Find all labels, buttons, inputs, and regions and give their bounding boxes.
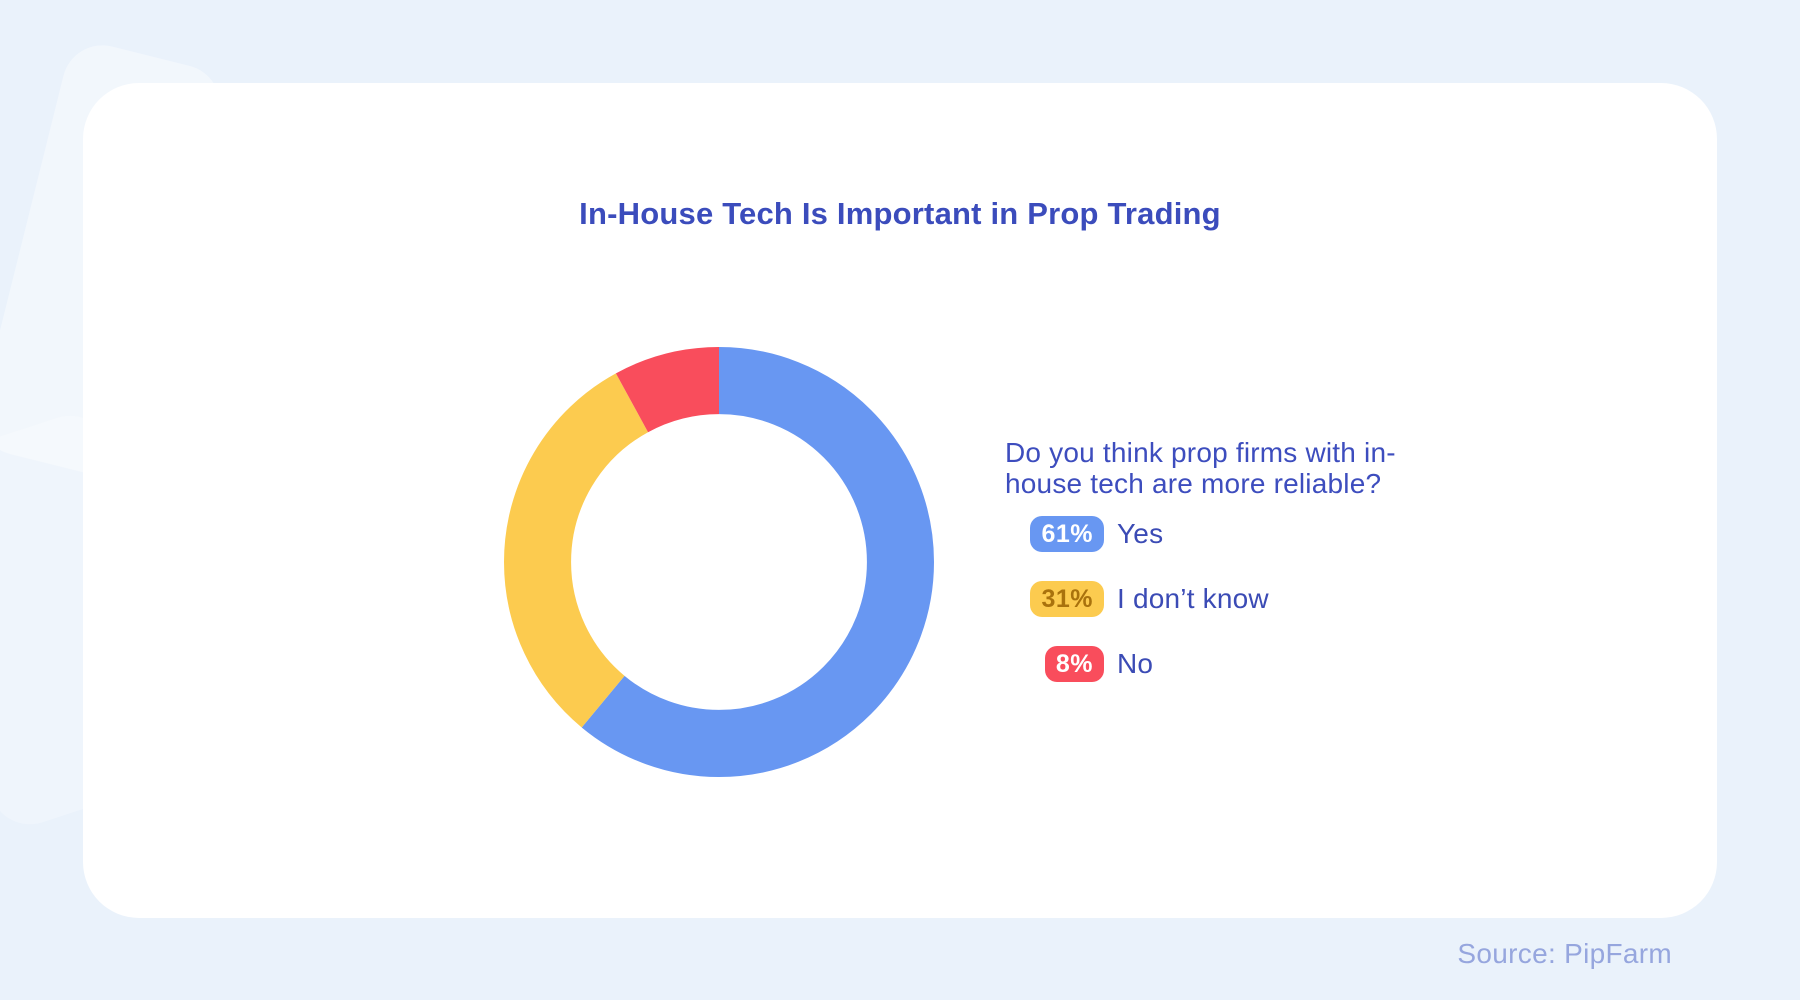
legend-label-dont-know: I don’t know	[1117, 583, 1269, 614]
legend-badge-wrap: 31%	[1030, 581, 1104, 617]
legend-label-no: No	[1117, 648, 1154, 679]
donut-chart	[504, 347, 934, 777]
survey-question: Do you think prop firms with in- house t…	[1005, 437, 1485, 499]
legend-badge-yes: 61%	[1030, 516, 1104, 552]
legend-badge-no: 8%	[1044, 646, 1104, 682]
donut-segment-no	[504, 347, 934, 777]
legend-badge-wrap: 61%	[1030, 516, 1104, 552]
legend-row-no: 8% No	[1030, 646, 1269, 682]
legend-row-yes: 61% Yes	[1030, 516, 1269, 552]
legend-badge-wrap: 8%	[1030, 646, 1104, 682]
legend-row-dont-know: 31% I don’t know	[1030, 581, 1269, 617]
chart-card: In-House Tech Is Important in Prop Tradi…	[83, 83, 1717, 918]
survey-question-line2: house tech are more reliable?	[1005, 468, 1382, 499]
chart-title: In-House Tech Is Important in Prop Tradi…	[579, 196, 1221, 231]
donut-segment-i-don-t-know	[504, 347, 934, 777]
chart-legend: 61% Yes 31% I don’t know 8% No	[1030, 516, 1269, 711]
survey-question-line1: Do you think prop firms with in-	[1005, 437, 1396, 468]
legend-badge-dont-know: 31%	[1030, 581, 1104, 617]
source-attribution: Source: PipFarm	[1457, 938, 1672, 969]
legend-label-yes: Yes	[1117, 518, 1164, 549]
